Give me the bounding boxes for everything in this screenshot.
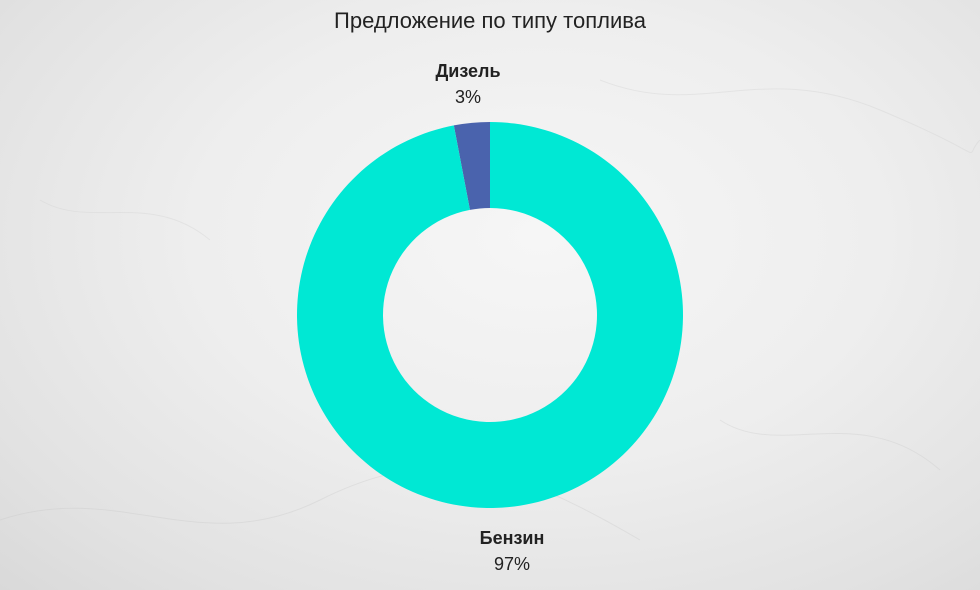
slice-1 [296,122,683,508]
slice-value-1: 97% [494,554,530,574]
slice-value-0: 3% [455,87,481,107]
labels-group: Дизель 3% Бензин 97% [435,61,544,574]
chart-title: Предложение по типу топлива [334,8,646,33]
slice-0 [453,122,490,210]
slice-label-0: Дизель [435,61,500,81]
slice-label-1: Бензин [480,528,545,548]
slices-group [296,122,683,508]
